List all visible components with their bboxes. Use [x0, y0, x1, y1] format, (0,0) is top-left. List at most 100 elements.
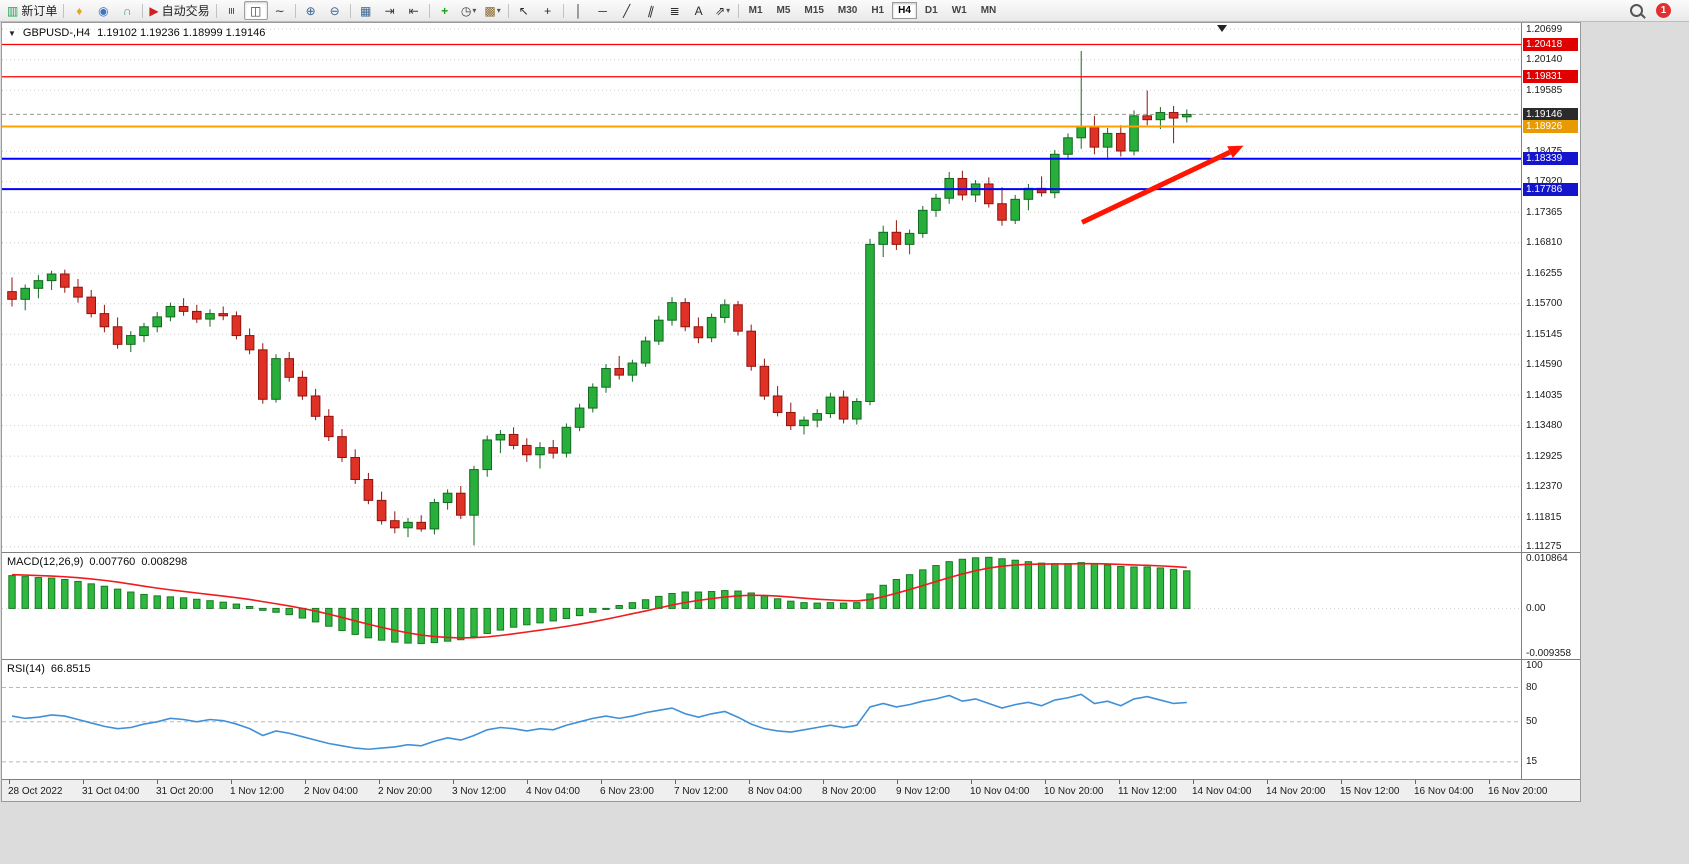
time-tick — [675, 780, 676, 784]
time-label: 4 Nov 04:00 — [526, 786, 580, 797]
indicators-icon: + — [441, 3, 449, 18]
price-tick-label: 1.14590 — [1526, 359, 1563, 371]
time-label: 8 Nov 04:00 — [748, 786, 802, 797]
horizontal-line-button[interactable]: ─ — [591, 1, 615, 20]
auto-scroll-button[interactable]: ⇥ — [378, 1, 402, 20]
price-tick-label: 1.20140 — [1526, 54, 1563, 66]
main-chart-pane[interactable]: 1.20699 1.20140 1.19585 1.18475 1.17920 1.173… — [2, 23, 1580, 553]
new-order-icon: ▥ — [7, 3, 19, 18]
text-button[interactable]: A — [687, 1, 711, 20]
macd-pane[interactable]: 0.010864 0.00 -0.009358 MACD(12,26,9) 0.00… — [2, 553, 1580, 660]
timeframe-button-mn[interactable]: MN — [980, 5, 997, 16]
time-label: 10 Nov 20:00 — [1044, 786, 1104, 797]
timeframe-button-m15[interactable]: M15 — [804, 5, 824, 16]
autotrading-label: 自动交易 — [161, 4, 210, 18]
metaquotes-button[interactable]: ♦ — [67, 1, 91, 20]
ohlc-values: 1.19102 1.19236 1.18999 1.19146 — [97, 27, 266, 39]
time-label: 8 Nov 20:00 — [822, 786, 876, 797]
timeframe-button-m1[interactable]: M1 — [748, 5, 763, 16]
zoom-out-button[interactable]: ⊖ — [323, 1, 347, 20]
rsi-plot[interactable] — [2, 660, 1521, 779]
time-tick — [1267, 780, 1268, 784]
symbol-info: ▼ GBPUSD-,H4 1.19102 1.19236 1.18999 1.1… — [8, 27, 265, 39]
trendline-button[interactable]: ╱ — [615, 1, 639, 20]
market-icon: ∩ — [123, 3, 132, 18]
text-icon: A — [694, 3, 703, 18]
rsi-value: 66.8515 — [50, 663, 91, 675]
price-tag: 1.19831 — [1523, 70, 1578, 84]
equidistant-channel-button[interactable]: ∥ — [639, 1, 663, 20]
timeframe-button-w1[interactable]: W1 — [951, 5, 967, 16]
price-tick-label: 1.16810 — [1526, 237, 1563, 249]
timeframe-button-h1[interactable]: H1 — [871, 5, 885, 16]
price-tick-label: 1.13480 — [1526, 420, 1563, 432]
community-icon: ◉ — [98, 3, 109, 18]
time-tick — [83, 780, 84, 784]
fibonacci-button[interactable]: ≣ — [663, 1, 687, 20]
macd-label: MACD(12,26,9) 0.007760 0.008298 — [7, 556, 187, 568]
autotrading-button[interactable]: ▶ 自动交易 — [146, 1, 212, 20]
timeframe-button-d1[interactable]: D1 — [924, 5, 938, 16]
market-button[interactable]: ∩ — [115, 1, 139, 20]
candlestick-chart[interactable] — [2, 23, 1521, 552]
line-chart-icon: ∼ — [274, 3, 285, 18]
trendline-icon: ╱ — [622, 3, 631, 18]
ohlc-collapse-icon[interactable]: ▼ — [8, 28, 16, 38]
macd-signal-value: 0.008298 — [141, 556, 188, 568]
bar-chart-icon: ≡ — [224, 6, 239, 15]
rsi-title: RSI(14) — [7, 663, 45, 675]
search-icon — [1629, 4, 1643, 17]
timeframe-button-m30[interactable]: M30 — [837, 5, 858, 16]
time-axis[interactable]: 28 Oct 2022 31 Oct 04:00 31 Oct 20:00 1 Nov… — [2, 780, 1580, 801]
arrows-button[interactable]: ⇗ ▾ — [711, 1, 735, 20]
dropdown-caret-icon: ▾ — [726, 6, 731, 15]
symbol-label: GBPUSD-,H4 — [22, 27, 91, 39]
time-tick — [453, 780, 454, 784]
dropdown-caret-icon: ▾ — [472, 6, 477, 15]
new-order-button[interactable]: ▥ 新订单 — [4, 1, 60, 20]
zoom-in-button[interactable]: ⊕ — [299, 1, 323, 20]
timeframe-button-h4[interactable]: H4 — [892, 2, 917, 19]
cursor-button[interactable]: ↖ — [512, 1, 536, 20]
time-tick — [379, 780, 380, 784]
price-tick-label: 1.17920 — [1526, 176, 1562, 187]
bar-chart-button[interactable]: ≡ — [220, 1, 244, 20]
community-button[interactable]: ◉ — [91, 1, 115, 20]
periods-button[interactable]: ◷ ▾ — [457, 1, 481, 20]
time-tick — [157, 780, 158, 784]
templates-icon: ▩ — [484, 3, 496, 18]
vertical-line-button[interactable]: │ — [567, 1, 591, 20]
time-label: 9 Nov 12:00 — [896, 786, 950, 797]
candlestick-chart-button[interactable]: ◫ — [243, 1, 268, 20]
chart-shift-button[interactable]: ⇤ — [402, 1, 426, 20]
toolbar-separator — [428, 3, 430, 18]
crosshair-icon: + — [544, 3, 552, 18]
tile-windows-button[interactable]: ▦ — [354, 1, 378, 20]
price-tag: 1.20418 — [1523, 38, 1578, 52]
chart-shift-marker[interactable] — [1217, 25, 1227, 32]
indicators-button[interactable]: + — [433, 1, 457, 20]
rsi-axis[interactable]: 100 80 50 15 — [1521, 660, 1580, 779]
time-tick — [1045, 780, 1046, 784]
rsi-pane[interactable]: 100 80 50 15 RSI(14) 66.8515 — [2, 660, 1580, 780]
toolbar-separator — [507, 3, 509, 18]
macd-axis[interactable]: 0.010864 0.00 -0.009358 — [1521, 553, 1580, 659]
time-tick — [823, 780, 824, 784]
time-tick — [305, 780, 306, 784]
search-button[interactable] — [1624, 1, 1648, 20]
price-axis[interactable]: 1.20699 1.20140 1.19585 1.18475 1.17920 1.173… — [1521, 23, 1580, 552]
line-chart-button[interactable]: ∼ — [268, 1, 292, 20]
notification-badge[interactable]: 1 — [1656, 3, 1671, 18]
crosshair-button[interactable]: + — [536, 1, 560, 20]
timeframe-button-m5[interactable]: M5 — [776, 5, 791, 16]
timeframe-buttons: M1 M5 M15 M30 H1 H4 D1 W1 MN — [742, 2, 1004, 19]
macd-plot[interactable] — [2, 553, 1521, 659]
time-tick — [749, 780, 750, 784]
time-label: 31 Oct 20:00 — [156, 786, 214, 797]
time-tick — [231, 780, 232, 784]
price-tag: 1.18926 — [1523, 119, 1578, 133]
templates-button[interactable]: ▩ ▾ — [481, 1, 505, 20]
time-label: 16 Nov 04:00 — [1414, 786, 1474, 797]
periods-icon: ◷ — [460, 3, 472, 18]
time-label: 2 Nov 04:00 — [304, 786, 358, 797]
